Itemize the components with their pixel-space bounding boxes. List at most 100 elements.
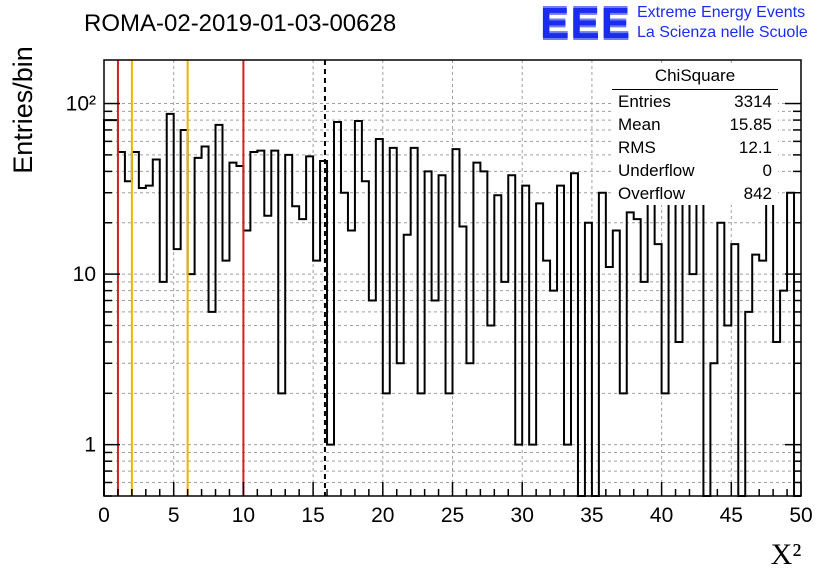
x-tick-label: 0 [98, 504, 110, 527]
histogram-bin [306, 156, 313, 496]
histogram-bin [508, 175, 515, 496]
histogram-bin [313, 261, 320, 496]
histogram-bin [390, 148, 397, 496]
histogram-bin [543, 261, 550, 496]
histogram-bin [320, 161, 327, 496]
stats-value: 3314 [734, 92, 772, 111]
histogram-bin [216, 125, 223, 496]
x-tick-label: 40 [650, 504, 673, 527]
histogram-bin [648, 188, 655, 496]
logo-line-1: Extreme Energy Events [637, 4, 806, 21]
histogram-bin [188, 274, 195, 496]
histogram-bin [641, 282, 648, 496]
histogram-bin [132, 152, 139, 496]
histogram-bin [473, 163, 480, 496]
histogram-bin [376, 139, 383, 496]
x-tick-label: 15 [301, 504, 324, 527]
histogram-bin [446, 393, 453, 496]
marker-lines-layer [116, 60, 326, 496]
eee-logo: EEE [540, 0, 632, 48]
histogram-bin [334, 122, 341, 496]
y-axis-label: Entries/bin [8, 46, 38, 174]
histogram-bin [362, 181, 369, 496]
histogram-bin [766, 195, 773, 496]
histogram-bin [515, 445, 522, 496]
chart-title: ROMA-02-2019-01-03-00628 [84, 10, 397, 37]
histogram-bin [571, 173, 578, 496]
histogram-bin [662, 393, 669, 496]
stats-label: Overflow [618, 184, 686, 203]
histogram-bin [327, 445, 334, 496]
x-tick-label: 30 [511, 504, 534, 527]
histogram-bin [383, 393, 390, 496]
histogram-bin [655, 244, 662, 496]
histogram-bin [480, 171, 487, 496]
histogram-bin [752, 255, 759, 496]
histogram-bin [264, 216, 271, 496]
histogram-bin [529, 445, 536, 496]
y-tick-label: 1 [84, 434, 96, 457]
y-tick-label: 10² [66, 93, 96, 116]
stats-value: 15.85 [729, 115, 772, 134]
histogram-bin [341, 193, 348, 496]
histogram-bin [536, 203, 543, 496]
x-tick-label: 45 [720, 504, 743, 527]
stats-row-underflow: Underflow 0 [612, 159, 778, 182]
histogram-bin [285, 155, 292, 496]
stats-label: Underflow [618, 161, 695, 180]
x-tick-label: 5 [168, 504, 180, 527]
histogram-bin [585, 223, 592, 496]
stats-row-entries: Entries 3314 [612, 90, 778, 113]
histogram-bin [787, 193, 794, 496]
x-tick-label: 35 [580, 504, 603, 527]
x-tick-label: 25 [441, 504, 464, 527]
histogram-layer [103, 112, 801, 497]
histogram-bin [453, 149, 460, 496]
ticks-layer: 0 5 10 15 20 25 30 35 40 45 50 1 10 10² [66, 93, 813, 527]
logo-line-2: La Scienza nelle Scuole [637, 24, 808, 41]
stats-label: Mean [618, 115, 661, 134]
histogram-outline [103, 112, 801, 497]
histogram-bin [139, 188, 146, 496]
histogram-bin [146, 186, 153, 496]
histogram-bin [404, 235, 411, 496]
histogram-bin [236, 166, 243, 496]
histogram-bin [731, 244, 738, 496]
histogram-bin [606, 267, 613, 496]
histogram-bin [292, 206, 299, 496]
histogram-bin [613, 231, 620, 496]
histogram-bin [724, 325, 731, 496]
histogram-bin [689, 274, 696, 496]
histogram-bin [620, 393, 627, 496]
histogram-bin [397, 363, 404, 496]
histogram-bin [181, 130, 188, 496]
histogram-bin [111, 120, 118, 496]
stats-box-name: ChiSquare [612, 66, 778, 90]
axes-layer [103, 59, 802, 497]
histogram-bin [501, 282, 508, 496]
histogram-bin [411, 148, 418, 496]
x-axis-label: X² [771, 538, 802, 571]
stats-value: 842 [743, 184, 772, 203]
histogram-bin [634, 219, 641, 496]
histogram-bin [229, 163, 236, 496]
stats-label: RMS [618, 138, 656, 157]
stats-row-mean: Mean 15.85 [612, 113, 778, 136]
histogram-bin [557, 186, 564, 496]
histogram-bin [710, 363, 717, 496]
histogram-bin [676, 342, 683, 496]
stats-value: 0 [762, 161, 772, 180]
histogram-bin [773, 342, 780, 496]
histogram-bin [418, 393, 425, 496]
histogram-bin [271, 151, 278, 496]
histogram-bin [250, 152, 257, 496]
histogram-bin [564, 445, 571, 496]
x-tick-label: 10 [232, 504, 255, 527]
histogram-bin [195, 158, 202, 496]
histogram-bin [466, 363, 473, 496]
histogram-bin [522, 186, 529, 496]
histogram-bin [494, 195, 501, 496]
histogram-bin [627, 212, 634, 496]
y-tick-label: 10 [73, 263, 96, 286]
